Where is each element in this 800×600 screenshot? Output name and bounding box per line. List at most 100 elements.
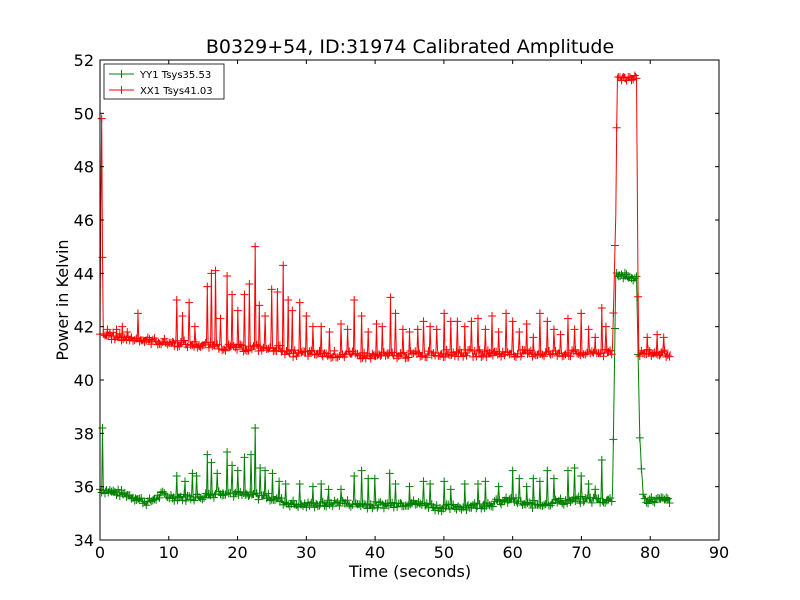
data-point-marker <box>110 335 119 344</box>
data-point-marker <box>135 494 144 503</box>
data-point-marker <box>660 495 669 504</box>
data-point-marker <box>148 335 157 344</box>
data-point-marker <box>350 296 359 304</box>
data-point-marker <box>488 351 497 360</box>
data-point-marker <box>440 477 449 486</box>
data-point-marker <box>214 344 223 353</box>
data-point-marker <box>160 489 169 498</box>
data-point-marker <box>582 494 591 503</box>
data-point-marker <box>181 477 190 486</box>
data-point-marker <box>494 482 503 491</box>
data-point-marker <box>193 343 202 352</box>
data-point-marker <box>404 353 413 362</box>
data-point-marker <box>358 353 367 362</box>
data-point-marker <box>122 492 131 501</box>
data-point-marker <box>247 450 256 459</box>
data-point-marker <box>559 500 568 509</box>
data-point-marker <box>587 498 596 507</box>
legend-marker <box>117 70 126 78</box>
data-point-marker <box>364 328 373 336</box>
data-point-marker <box>497 352 506 361</box>
data-point-marker <box>350 472 359 480</box>
data-point-marker <box>289 352 298 361</box>
data-point-marker <box>597 304 606 312</box>
data-point-marker <box>103 325 112 334</box>
data-point-marker <box>470 346 479 355</box>
data-point-marker <box>632 74 641 83</box>
x-tick-label: 40 <box>365 543 385 562</box>
data-point-marker <box>399 348 408 357</box>
x-axis: 0 10 20 30 40 50 60 70 80 90 <box>95 60 729 562</box>
data-point-marker <box>576 499 585 508</box>
data-point-marker <box>297 500 306 509</box>
data-point-marker <box>401 354 410 363</box>
data-point-marker <box>417 351 426 360</box>
data-point-marker <box>449 348 458 357</box>
y-tick-label: 38 <box>74 424 94 443</box>
data-point-marker <box>568 346 577 355</box>
data-point-marker <box>502 309 511 318</box>
data-point-marker <box>607 350 616 359</box>
plot-background <box>100 60 719 540</box>
data-point-marker <box>152 495 161 504</box>
data-point-marker <box>405 328 414 336</box>
data-point-marker <box>308 322 317 331</box>
data-point-marker <box>398 325 407 334</box>
data-point-marker <box>634 350 643 359</box>
data-point-marker <box>335 352 344 361</box>
data-point-marker <box>353 349 362 358</box>
data-point-marker <box>251 424 260 432</box>
data-point-marker <box>569 493 578 502</box>
data-point-marker <box>637 464 646 473</box>
data-point-marker <box>609 435 618 444</box>
data-point-marker <box>498 497 507 506</box>
data-point-marker <box>584 325 593 334</box>
data-point-marker <box>549 325 558 334</box>
data-point-marker <box>233 466 242 475</box>
data-point-marker <box>374 350 383 359</box>
data-point-marker <box>389 503 398 512</box>
data-point-marker <box>185 298 194 307</box>
data-point-marker <box>481 477 490 486</box>
data-point-marker <box>229 492 238 501</box>
data-point-marker <box>223 272 232 280</box>
data-point-marker <box>480 503 489 512</box>
data-point-marker <box>429 503 438 512</box>
data-point-marker <box>145 335 154 344</box>
data-point-marker <box>541 348 550 357</box>
data-point-marker <box>233 306 242 315</box>
y-tick-label: 46 <box>74 211 94 230</box>
data-point-marker <box>481 325 490 334</box>
data-point-marker <box>172 296 181 304</box>
x-tick-label: 80 <box>640 543 660 562</box>
data-point-marker <box>609 309 618 318</box>
data-point-marker <box>525 348 534 357</box>
data-point-marker <box>335 501 344 510</box>
data-point-marker <box>594 494 603 503</box>
data-point-marker <box>422 353 431 362</box>
data-point-marker <box>343 325 352 334</box>
data-point-marker <box>163 340 172 349</box>
data-point-marker <box>525 498 534 507</box>
data-point-marker <box>619 274 628 283</box>
data-point-marker <box>528 503 537 512</box>
data-point-marker <box>168 337 177 346</box>
data-point-marker <box>281 480 290 488</box>
data-point-marker <box>254 495 263 504</box>
data-point-marker <box>171 336 180 345</box>
data-point-marker <box>199 493 208 502</box>
data-point-marker <box>563 314 572 323</box>
data-point-marker <box>440 501 449 510</box>
data-point-marker <box>432 325 441 334</box>
data-point-marker <box>343 496 352 505</box>
data-point-marker <box>166 338 175 347</box>
data-point-marker <box>543 317 552 326</box>
data-point-marker <box>644 345 653 354</box>
data-point-marker <box>280 498 289 507</box>
data-point-marker <box>221 346 230 355</box>
data-point-marker <box>268 469 277 478</box>
data-point-marker <box>142 501 151 510</box>
data-point-marker <box>231 489 240 498</box>
data-point-marker <box>386 293 395 302</box>
data-point-marker <box>119 335 128 344</box>
